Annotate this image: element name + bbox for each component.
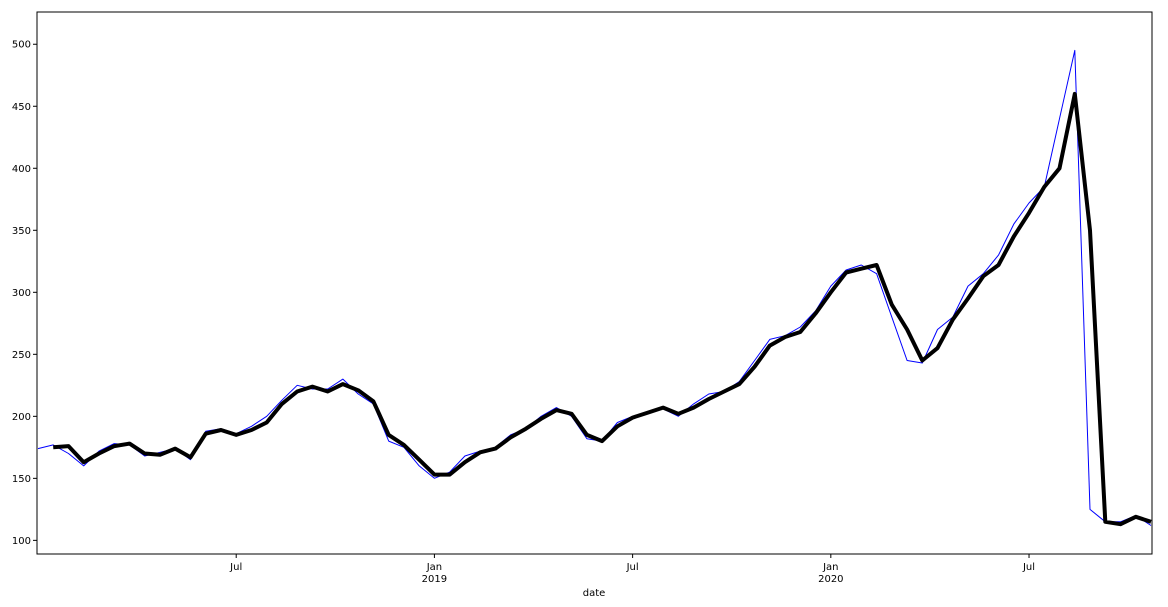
x-tick-label: Jul: [626, 562, 639, 573]
series-line: [53, 91, 1152, 527]
y-tick-label: 250: [12, 350, 31, 361]
x-tick-label: Jul: [229, 562, 242, 573]
x-axis-label: date: [583, 588, 606, 599]
series-line: [37, 49, 1152, 526]
y-tick-label: 200: [12, 412, 31, 423]
x-tick-label: Jan 2020: [818, 562, 843, 585]
y-tick-label: 500: [12, 40, 31, 51]
plot-frame: [36, 11, 1153, 555]
y-tick-label: 300: [12, 288, 31, 299]
y-tick-label: 400: [12, 164, 31, 175]
x-tick-label: Jan 2019: [422, 562, 447, 585]
y-tick-label: 350: [12, 226, 31, 237]
x-tick-label: Jul: [1022, 562, 1035, 573]
y-tick-label: 450: [12, 102, 31, 113]
y-tick-label: 150: [12, 474, 31, 485]
y-tick-label: 100: [12, 536, 31, 547]
